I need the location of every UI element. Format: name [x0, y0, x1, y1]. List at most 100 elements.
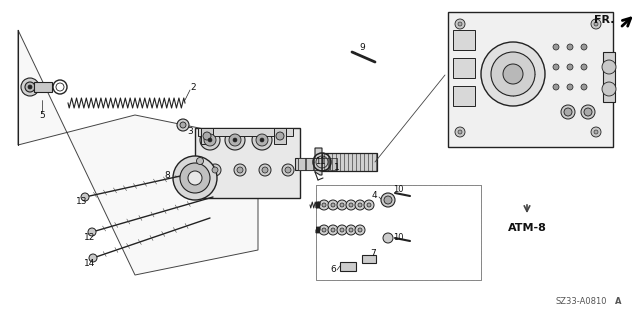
Circle shape [581, 44, 587, 50]
Circle shape [89, 254, 97, 262]
Circle shape [196, 158, 204, 165]
Circle shape [383, 233, 393, 243]
Circle shape [319, 225, 329, 235]
Circle shape [188, 171, 202, 185]
Text: 11: 11 [315, 158, 325, 167]
Circle shape [553, 44, 559, 50]
Text: FR.: FR. [594, 15, 614, 25]
Circle shape [458, 130, 462, 134]
Circle shape [28, 85, 32, 89]
Bar [453, 58, 475, 78]
Circle shape [584, 108, 592, 116]
Circle shape [81, 193, 89, 201]
Circle shape [208, 138, 212, 142]
Circle shape [561, 105, 575, 119]
Text: 2: 2 [190, 84, 196, 93]
Circle shape [225, 130, 245, 150]
Polygon shape [18, 30, 258, 275]
Circle shape [481, 42, 545, 106]
Text: 4: 4 [371, 190, 377, 199]
Circle shape [173, 156, 217, 200]
Text: 7: 7 [370, 249, 376, 257]
Circle shape [252, 130, 272, 150]
Bar [603, 52, 615, 102]
Bar [340, 262, 356, 271]
Circle shape [340, 203, 344, 207]
Bar [448, 12, 613, 147]
Bar [195, 128, 300, 198]
Circle shape [259, 164, 271, 176]
Bar [322, 153, 377, 171]
Text: SZ33-A0810: SZ33-A0810 [555, 298, 607, 307]
Circle shape [285, 167, 291, 173]
Circle shape [337, 225, 347, 235]
Circle shape [203, 132, 211, 140]
Circle shape [180, 163, 210, 193]
Circle shape [260, 138, 264, 142]
Circle shape [358, 203, 362, 207]
Circle shape [337, 200, 347, 210]
Bar [362, 255, 376, 263]
Text: ATM-8: ATM-8 [508, 223, 547, 233]
Polygon shape [315, 148, 322, 175]
Circle shape [381, 193, 395, 207]
Bar [201, 128, 213, 144]
Circle shape [355, 200, 365, 210]
Circle shape [322, 228, 326, 232]
Circle shape [384, 196, 392, 204]
Circle shape [256, 134, 268, 146]
Circle shape [262, 167, 268, 173]
Bar [198, 128, 293, 136]
Circle shape [355, 225, 365, 235]
Circle shape [340, 228, 344, 232]
Circle shape [455, 19, 465, 29]
Bar [298, 158, 305, 170]
Bar [34, 82, 52, 92]
Bar [453, 86, 475, 106]
Bar [306, 158, 313, 170]
Circle shape [594, 130, 598, 134]
Circle shape [349, 228, 353, 232]
Text: 10: 10 [393, 233, 403, 241]
Circle shape [602, 60, 616, 74]
Circle shape [237, 167, 243, 173]
Circle shape [346, 225, 356, 235]
Circle shape [331, 203, 335, 207]
Circle shape [209, 164, 221, 176]
Circle shape [602, 82, 616, 96]
Circle shape [458, 22, 462, 26]
Circle shape [564, 108, 572, 116]
Circle shape [229, 134, 241, 146]
Circle shape [212, 167, 218, 173]
Circle shape [180, 122, 186, 128]
Bar [316, 185, 481, 280]
Bar [322, 158, 329, 170]
Text: 6: 6 [330, 265, 336, 275]
Bar [314, 158, 321, 170]
Text: 14: 14 [84, 259, 96, 269]
Circle shape [567, 44, 573, 50]
Bar [274, 128, 286, 144]
Circle shape [367, 203, 371, 207]
Circle shape [567, 64, 573, 70]
Circle shape [328, 225, 338, 235]
Bar [295, 158, 335, 170]
Text: 3: 3 [187, 127, 193, 136]
Circle shape [331, 228, 335, 232]
Circle shape [319, 200, 329, 210]
Circle shape [346, 200, 356, 210]
Text: A: A [615, 298, 621, 307]
Circle shape [455, 127, 465, 137]
Circle shape [276, 132, 284, 140]
Text: 13: 13 [76, 197, 88, 206]
Circle shape [364, 200, 374, 210]
Circle shape [200, 130, 220, 150]
Text: 12: 12 [84, 234, 96, 242]
Circle shape [177, 119, 189, 131]
Circle shape [233, 138, 237, 142]
Circle shape [591, 127, 601, 137]
Circle shape [25, 82, 35, 92]
Circle shape [234, 164, 246, 176]
Bar [330, 158, 337, 170]
Circle shape [581, 84, 587, 90]
